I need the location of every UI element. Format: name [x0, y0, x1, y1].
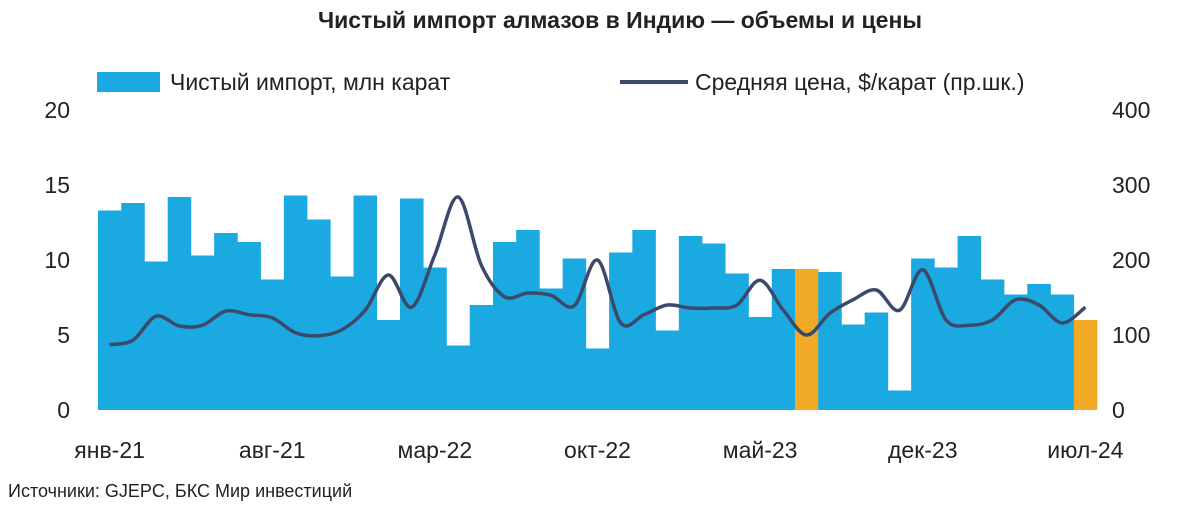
x-tick-label: янв-21	[74, 437, 145, 463]
bar	[144, 261, 168, 410]
bar	[214, 233, 238, 410]
bar	[283, 195, 308, 410]
bar	[841, 324, 865, 410]
x-tick-label: окт-22	[564, 437, 631, 463]
bar	[1073, 320, 1098, 410]
bar	[655, 330, 680, 410]
bar	[121, 203, 145, 410]
bar	[98, 210, 122, 410]
y2-tick-label: 400	[1112, 97, 1150, 123]
y2-tick-label: 100	[1112, 322, 1150, 348]
bar	[632, 230, 656, 410]
y-tick-label: 20	[44, 97, 70, 123]
price-line	[109, 195, 1087, 347]
bar	[190, 255, 215, 410]
bar	[469, 305, 494, 410]
bar	[887, 390, 912, 410]
bar	[794, 269, 819, 410]
bar	[167, 197, 192, 410]
bar	[1027, 284, 1051, 410]
bar	[446, 345, 471, 410]
x-tick-label: дек-23	[888, 437, 958, 463]
bar	[864, 312, 889, 410]
bar	[585, 348, 610, 410]
bar	[400, 198, 424, 410]
bar	[911, 258, 935, 410]
bar	[934, 267, 958, 410]
bar	[562, 258, 587, 410]
bar	[748, 317, 773, 410]
y-tick-label: 15	[44, 172, 70, 198]
y2-tick-label: 300	[1112, 172, 1150, 198]
bar	[771, 269, 796, 410]
chart-title: Чистый импорт алмазов в Индию — объемы и…	[318, 7, 922, 33]
bar	[516, 230, 540, 410]
legend-swatch-bar	[97, 72, 160, 92]
y-tick-label: 10	[44, 247, 70, 273]
source: Источники: GJEPC, БКС Мир инвестиций	[8, 481, 352, 501]
y2-tick-label: 0	[1112, 397, 1125, 423]
y-tick-label: 5	[57, 322, 70, 348]
bar	[307, 219, 331, 410]
bar	[237, 242, 261, 410]
x-tick-label: мар-22	[398, 437, 473, 463]
x-tick-label: июл-24	[1047, 437, 1123, 463]
bar	[1050, 294, 1075, 410]
bar	[818, 272, 842, 410]
bar	[423, 267, 447, 410]
x-tick-label: авг-21	[239, 437, 306, 463]
bar	[609, 252, 633, 410]
bar	[702, 243, 726, 410]
legend-label: Средняя цена, $/карат (пр.шк.)	[695, 69, 1025, 95]
legend-label: Чистый импорт, млн карат	[170, 69, 451, 95]
bar	[353, 195, 378, 410]
bar	[980, 279, 1005, 410]
bar	[1004, 294, 1028, 410]
bar	[330, 276, 354, 410]
y-tick-label: 0	[57, 397, 70, 423]
bar	[260, 279, 285, 410]
x-tick-label: май-23	[723, 437, 798, 463]
bar	[376, 320, 401, 410]
y2-tick-label: 200	[1112, 247, 1150, 273]
bar	[678, 236, 703, 410]
bar	[957, 236, 982, 410]
bar	[539, 288, 563, 410]
bar	[492, 242, 517, 410]
